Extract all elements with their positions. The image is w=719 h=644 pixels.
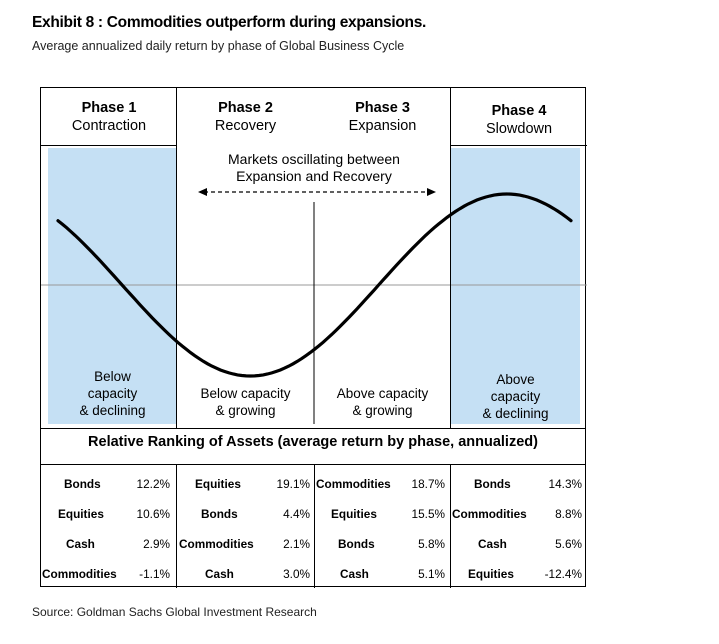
capacity-note-phase4-line3: & declining — [482, 406, 549, 421]
diagram-bottom-rule — [41, 428, 585, 429]
phase4-label: Slowdown — [485, 121, 553, 137]
ranking-value: 19.1% — [276, 477, 310, 491]
phase1-header: Phase 1 Contraction — [41, 88, 177, 145]
ranking-asset: Cash — [478, 537, 507, 551]
arrow-right-icon — [427, 188, 436, 196]
ranking-value: 3.0% — [283, 567, 310, 581]
table-divider-2 — [314, 464, 315, 588]
capacity-note-phase4-line2: capacity — [490, 389, 541, 404]
phase3-label: Expansion — [348, 118, 417, 134]
phase4-header: Phase 4 Slowdown — [451, 88, 587, 145]
arrow-left-icon — [198, 188, 207, 196]
ranking-value: 8.8% — [555, 507, 582, 521]
capacity-note-phase3-line2: & growing — [352, 403, 413, 418]
ranking-asset: Cash — [205, 567, 234, 581]
ranking-asset: Cash — [340, 567, 369, 581]
ranking-value: 18.7% — [411, 477, 445, 491]
capacity-note-phase1-line3: & declining — [79, 403, 146, 418]
ranking-header-rule — [41, 464, 585, 465]
ranking-asset: Commodities — [179, 537, 254, 551]
ranking-value: 15.5% — [411, 507, 445, 521]
ranking-asset: Commodities — [452, 507, 527, 521]
table-divider-3 — [450, 464, 451, 588]
phase1-header-rule — [41, 145, 177, 146]
ranking-asset: Equities — [58, 507, 104, 521]
ranking-asset: Bonds — [338, 537, 375, 551]
ranking-asset: Equities — [195, 477, 241, 491]
business-cycle-curve — [56, 192, 573, 378]
ranking-asset: Bonds — [474, 477, 511, 491]
capacity-note-phase3: Above capacity & growing — [314, 385, 451, 419]
phase1-shade — [48, 148, 177, 424]
phase2-header: Phase 2 Recovery — [177, 88, 314, 145]
cycle-graphic — [41, 148, 587, 424]
oscillation-note-line1: Markets oscillating between — [228, 151, 400, 167]
ranking-value: 5.8% — [418, 537, 445, 551]
capacity-note-phase2: Below capacity & growing — [177, 385, 314, 419]
divider-1 — [176, 88, 177, 428]
capacity-note-phase1-line2: capacity — [87, 386, 138, 401]
ranking-asset: Equities — [331, 507, 377, 521]
source-note: Source: Goldman Sachs Global Investment … — [32, 605, 317, 619]
ranking-asset: Equities — [468, 567, 514, 581]
ranking-value: 2.1% — [283, 537, 310, 551]
oscillation-note: Markets oscillating between Expansion an… — [191, 151, 437, 185]
ranking-value: 5.6% — [555, 537, 582, 551]
phase1-label: Contraction — [71, 118, 147, 134]
ranking-asset: Commodities — [316, 477, 391, 491]
ranking-asset: Bonds — [64, 477, 101, 491]
capacity-note-phase2-line1: Below capacity — [200, 386, 291, 401]
exhibit-title: Exhibit 8 : Commodities outperform durin… — [32, 14, 427, 31]
phase2-label: Recovery — [214, 118, 277, 134]
capacity-note-phase4-line1: Above — [496, 372, 535, 387]
exhibit-subtitle: Average annualized daily return by phase… — [32, 39, 405, 53]
phase4-header-rule — [450, 145, 587, 146]
ranking-value: 2.9% — [143, 537, 170, 551]
oscillation-note-line2: Expansion and Recovery — [236, 168, 392, 184]
capacity-note-phase4: Above capacity & declining — [451, 371, 580, 422]
capacity-note-phase3-line1: Above capacity — [336, 386, 429, 401]
business-cycle-diagram: Phase 1 Contraction Phase 2 Recovery Pha… — [40, 87, 587, 588]
capacity-note-phase1-line1: Below — [94, 369, 131, 384]
ranking-value: 12.2% — [136, 477, 170, 491]
ranking-value: 10.6% — [136, 507, 170, 521]
phase2-name: Phase 2 — [218, 100, 273, 116]
phase4-name: Phase 4 — [491, 103, 547, 119]
ranking-value: 4.4% — [283, 507, 310, 521]
capacity-note-phase1: Below capacity & declining — [48, 368, 177, 419]
divider-3 — [450, 88, 451, 428]
capacity-note-phase2-line2: & growing — [215, 403, 276, 418]
ranking-title: Relative Ranking of Assets (average retu… — [88, 434, 538, 450]
ranking-value: -12.4% — [544, 567, 582, 581]
ranking-value: 14.3% — [548, 477, 582, 491]
table-divider-1 — [176, 464, 177, 588]
ranking-asset: Bonds — [201, 507, 238, 521]
phase3-name: Phase 3 — [355, 100, 410, 116]
phase3-header: Phase 3 Expansion — [314, 88, 451, 145]
ranking-asset: Cash — [66, 537, 95, 551]
phase1-name: Phase 1 — [81, 100, 137, 116]
ranking-value: -1.1% — [139, 567, 170, 581]
ranking-value: 5.1% — [418, 567, 445, 581]
ranking-asset: Commodities — [42, 567, 117, 581]
